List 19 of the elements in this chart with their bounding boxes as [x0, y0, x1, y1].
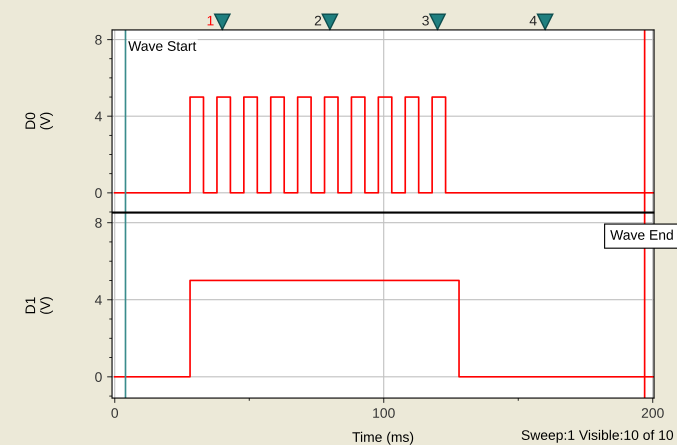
x-tick-label: 200 — [642, 408, 664, 418]
y-tick-label: 4 — [94, 295, 102, 305]
y-tick-label: 4 — [94, 112, 102, 122]
y-tick-label: 8 — [95, 34, 102, 45]
annotation: 4 — [530, 16, 537, 26]
x-axis-title: Time (ms) — [352, 432, 414, 445]
y-tick-label: 0 — [95, 188, 102, 198]
y-tick-label: 0 — [95, 372, 102, 382]
text: Sweep:1 Visible:10 of 10 — [522, 430, 674, 443]
annotation: 2 — [314, 16, 322, 26]
y-axis-title: D0 (V) — [25, 112, 53, 130]
ref-line-label: Wave Start — [128, 41, 196, 51]
y-axis-title: D1 (V) — [26, 297, 53, 314]
x-tick-label: 100 — [373, 408, 395, 418]
annotation: 3 — [422, 16, 429, 26]
x-tick-label: 0 — [111, 408, 118, 418]
y-tick-label: 8 — [95, 218, 102, 228]
annotation: 1 — [208, 16, 214, 26]
ref-line-label: Wave End — [610, 230, 673, 240]
